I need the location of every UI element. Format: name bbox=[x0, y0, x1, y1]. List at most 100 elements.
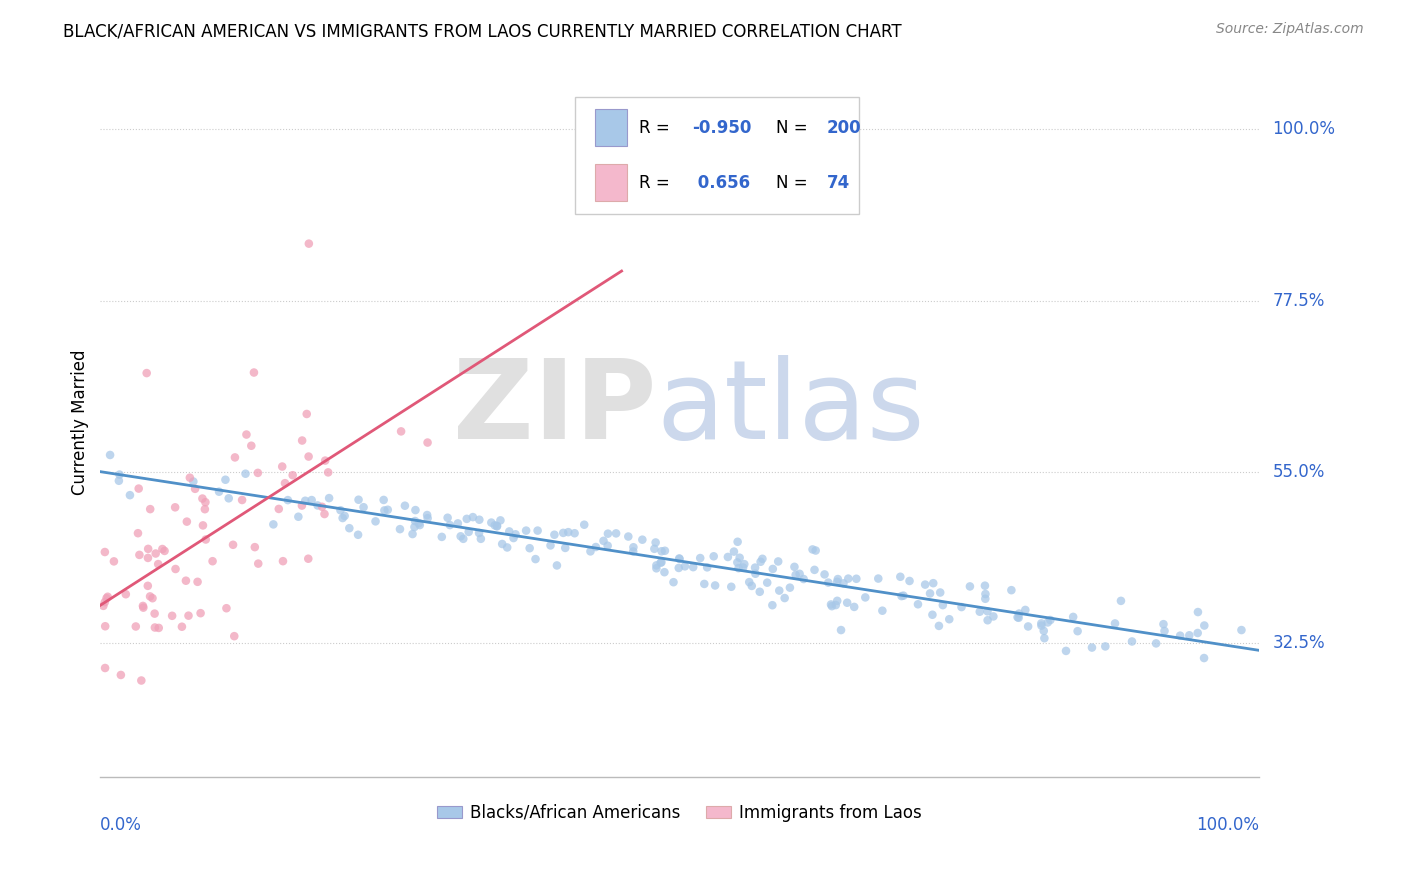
Point bbox=[574, 517, 596, 532]
Point bbox=[1192, 651, 1215, 665]
Point bbox=[301, 493, 323, 508]
Point bbox=[307, 499, 329, 513]
Point bbox=[744, 566, 766, 581]
Point bbox=[524, 552, 547, 566]
Point bbox=[773, 591, 796, 605]
Point bbox=[645, 558, 668, 573]
Text: 100.0%: 100.0% bbox=[1272, 120, 1336, 138]
Point bbox=[696, 560, 718, 574]
Point bbox=[347, 492, 370, 507]
Point bbox=[103, 554, 125, 568]
Point bbox=[623, 541, 645, 555]
Legend: Blacks/African Americans, Immigrants from Laos: Blacks/African Americans, Immigrants fro… bbox=[430, 797, 928, 829]
Point bbox=[1081, 640, 1104, 655]
Point bbox=[165, 562, 187, 576]
Point bbox=[267, 502, 290, 516]
Point bbox=[890, 589, 912, 603]
Point bbox=[1031, 618, 1053, 632]
Point bbox=[353, 500, 375, 515]
Text: 200: 200 bbox=[827, 119, 862, 136]
Point bbox=[1066, 624, 1088, 639]
Point bbox=[277, 493, 299, 508]
Point bbox=[1062, 610, 1084, 624]
Point bbox=[461, 510, 484, 524]
Point bbox=[643, 541, 665, 556]
Point bbox=[97, 590, 120, 604]
Point bbox=[294, 493, 316, 508]
Point bbox=[617, 529, 640, 543]
Point bbox=[749, 555, 772, 569]
Point bbox=[837, 596, 859, 610]
Point bbox=[314, 507, 336, 521]
Point bbox=[738, 575, 761, 590]
Point bbox=[817, 575, 839, 590]
Point bbox=[404, 503, 426, 517]
Point bbox=[932, 598, 955, 612]
Point bbox=[929, 585, 952, 599]
Text: N =: N = bbox=[776, 119, 813, 136]
Point bbox=[262, 517, 284, 532]
Point bbox=[744, 560, 766, 574]
Point bbox=[291, 434, 314, 448]
Point bbox=[201, 554, 224, 568]
Point bbox=[98, 448, 121, 462]
Point bbox=[813, 567, 835, 582]
Point bbox=[546, 558, 568, 573]
Text: 100.0%: 100.0% bbox=[1195, 815, 1258, 833]
Point bbox=[132, 599, 155, 613]
Point bbox=[479, 516, 502, 530]
Point bbox=[789, 566, 811, 581]
Point bbox=[108, 474, 131, 488]
Point bbox=[1031, 616, 1053, 631]
Point bbox=[723, 544, 745, 558]
Point bbox=[128, 482, 150, 496]
Point bbox=[191, 491, 214, 506]
Point bbox=[194, 533, 217, 547]
Point bbox=[554, 541, 576, 555]
Point bbox=[720, 580, 742, 594]
Point bbox=[456, 512, 478, 526]
Point bbox=[136, 579, 159, 593]
Point bbox=[1014, 603, 1036, 617]
Point bbox=[825, 574, 848, 589]
Point bbox=[727, 534, 749, 549]
Point bbox=[762, 562, 785, 576]
Point bbox=[208, 484, 231, 499]
Point bbox=[761, 598, 783, 612]
Point bbox=[247, 557, 270, 571]
Point bbox=[153, 544, 176, 558]
Point bbox=[845, 572, 868, 586]
Point bbox=[316, 466, 339, 480]
Point bbox=[1121, 634, 1143, 648]
Point bbox=[1187, 626, 1209, 640]
Point bbox=[389, 425, 412, 439]
Point bbox=[468, 526, 491, 541]
Point bbox=[401, 527, 423, 541]
Point bbox=[725, 556, 748, 570]
Point bbox=[844, 599, 866, 614]
Point bbox=[191, 518, 214, 533]
Point bbox=[650, 556, 672, 570]
Point bbox=[733, 560, 755, 574]
Point bbox=[160, 608, 183, 623]
Point bbox=[176, 515, 198, 529]
Point bbox=[1194, 618, 1216, 632]
Point bbox=[1104, 616, 1126, 631]
Point bbox=[329, 503, 352, 517]
Point bbox=[498, 524, 520, 539]
Point bbox=[596, 539, 619, 553]
Text: 0.0%: 0.0% bbox=[100, 815, 142, 833]
Point bbox=[298, 236, 321, 251]
Point bbox=[974, 591, 997, 606]
Point bbox=[1007, 611, 1029, 625]
Point bbox=[165, 500, 187, 515]
Point bbox=[645, 561, 668, 575]
Point bbox=[1144, 636, 1167, 650]
Point bbox=[297, 450, 319, 464]
Point bbox=[170, 620, 193, 634]
Point bbox=[703, 549, 725, 564]
Point bbox=[1152, 617, 1174, 632]
Text: R =: R = bbox=[638, 119, 675, 136]
Point bbox=[470, 532, 492, 546]
Point bbox=[297, 551, 319, 566]
